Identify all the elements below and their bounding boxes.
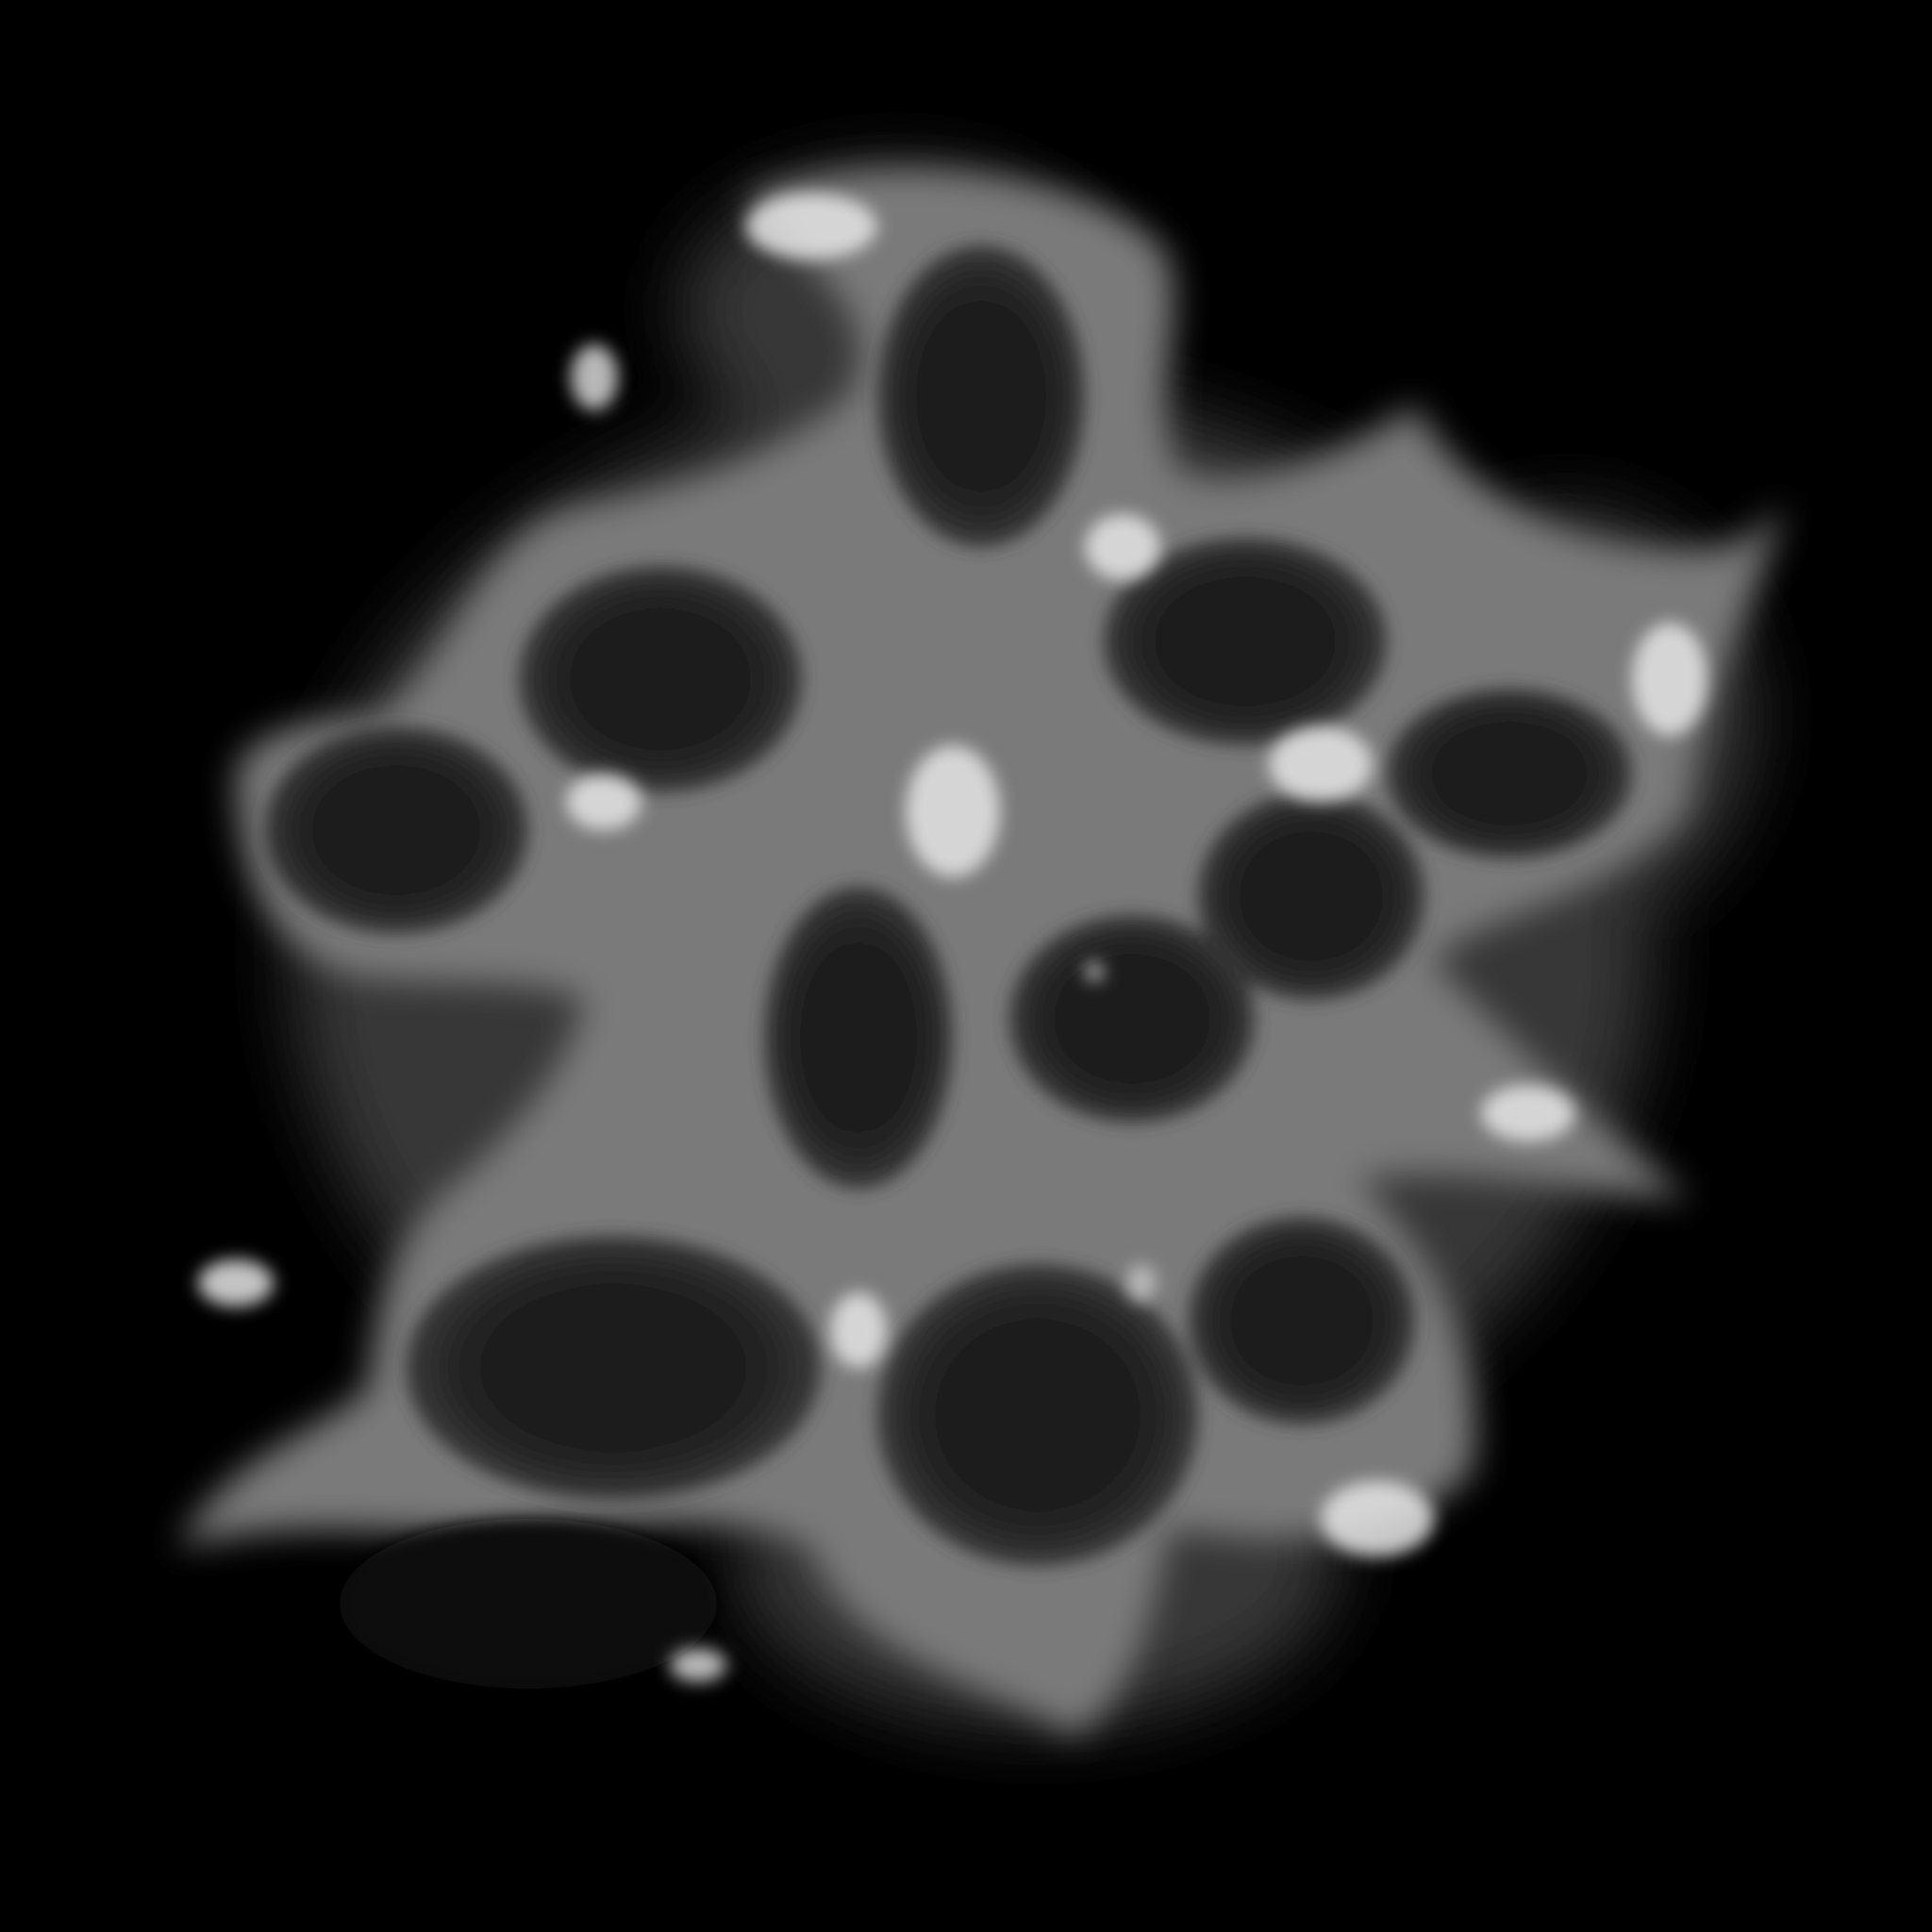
- cell: [1198, 792, 1424, 1000]
- highlight: [566, 774, 641, 830]
- highlight: [745, 193, 877, 259]
- cell: [877, 1264, 1198, 1566]
- highlight: [1481, 1085, 1575, 1141]
- cell: [764, 887, 953, 1189]
- droplet: [1085, 962, 1104, 981]
- cell: [1189, 1217, 1415, 1424]
- cell: [519, 566, 802, 792]
- cell: [340, 1519, 717, 1689]
- droplet: [571, 344, 618, 410]
- cell: [406, 1236, 821, 1500]
- highlight: [1321, 1481, 1434, 1557]
- foam-droplets: [571, 344, 1157, 1682]
- highlight: [1632, 623, 1707, 736]
- cell: [1387, 689, 1632, 858]
- foam-highlights: [198, 193, 1707, 1557]
- cell: [877, 245, 1085, 547]
- cell: [1009, 915, 1255, 1123]
- foam-cells: [264, 245, 1632, 1689]
- highlight: [830, 1292, 887, 1368]
- highlight: [198, 1259, 274, 1307]
- cell: [1104, 538, 1387, 745]
- droplet: [670, 1648, 726, 1682]
- highlight: [1085, 514, 1160, 580]
- cell: [264, 726, 528, 934]
- droplet: [1126, 1264, 1157, 1302]
- highlight: [906, 745, 1000, 877]
- highlight: [1269, 726, 1373, 802]
